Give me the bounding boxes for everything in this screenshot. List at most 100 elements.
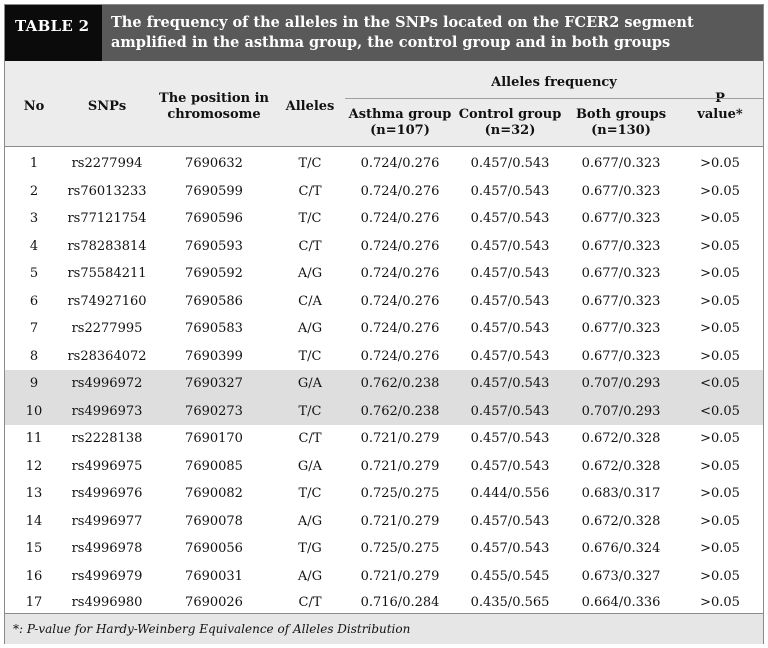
header-asthma-line1: Asthma group xyxy=(348,107,452,122)
cell-no: 1 xyxy=(29,156,39,172)
table-row: 14 rs4996977 7690078 A/G 0.721/0.279 0.457/0.… xyxy=(5,508,763,536)
cell-position: 7690632 xyxy=(185,156,243,172)
cell-asthma: 0.762/0.238 xyxy=(360,403,440,419)
cell-alleles: G/A xyxy=(297,376,323,392)
cell-position: 7690273 xyxy=(185,403,243,419)
header-divider xyxy=(5,146,763,147)
cell-snp: rs28364072 xyxy=(67,348,147,364)
cell-p-value: <0.05 xyxy=(700,403,740,419)
cell-snp: rs75584211 xyxy=(67,266,147,282)
header-position: The position in chromosome xyxy=(151,91,277,123)
cell-alleles: C/T xyxy=(298,238,322,254)
table-body: 1 rs2277994 7690632 T/C 0.724/0.276 0.457/0.5… xyxy=(5,150,763,614)
cell-no: 4 xyxy=(29,238,39,254)
cell-control: 0.457/0.543 xyxy=(470,321,550,337)
cell-asthma: 0.725/0.275 xyxy=(360,486,440,502)
cell-control: 0.457/0.543 xyxy=(470,513,550,529)
cell-both: 0.672/0.328 xyxy=(581,431,661,447)
cell-no: 14 xyxy=(25,513,43,529)
table-frame: TABLE 2 The frequency of the alleles in … xyxy=(4,4,764,644)
cell-no: 12 xyxy=(25,458,43,474)
cell-p-value: >0.05 xyxy=(700,568,740,584)
cell-control: 0.455/0.545 xyxy=(470,568,550,584)
cell-asthma: 0.721/0.279 xyxy=(360,568,440,584)
cell-control: 0.457/0.543 xyxy=(470,293,550,309)
table-row: 15 rs4996978 7690056 T/G 0.725/0.275 0.457/0.… xyxy=(5,535,763,563)
cell-alleles: C/T xyxy=(298,431,322,447)
cell-asthma: 0.724/0.276 xyxy=(360,293,440,309)
cell-position: 7690085 xyxy=(185,458,243,474)
cell-asthma: 0.721/0.279 xyxy=(360,458,440,474)
cell-p-value: >0.05 xyxy=(700,594,740,610)
cell-asthma: 0.724/0.276 xyxy=(360,156,440,172)
cell-p-value: <0.05 xyxy=(700,376,740,392)
cell-snp: rs2228138 xyxy=(71,431,143,447)
cell-no: 2 xyxy=(29,183,39,199)
cell-alleles: C/T xyxy=(298,183,322,199)
table-row: 16 rs4996979 7690031 A/G 0.721/0.279 0.455/0.… xyxy=(5,563,763,591)
cell-no: 10 xyxy=(25,403,43,419)
cell-alleles: T/C xyxy=(298,156,322,172)
table-row: 3 rs77121754 7690596 T/C 0.724/0.276 0.457/0.… xyxy=(5,205,763,233)
cell-p-value: >0.05 xyxy=(700,321,740,337)
cell-no: 6 xyxy=(29,293,39,309)
cell-snp: rs4996975 xyxy=(71,458,143,474)
cell-position: 7690586 xyxy=(185,293,243,309)
table-row: 2 rs76013233 7690599 C/T 0.724/0.276 0.457/0.… xyxy=(5,178,763,206)
cell-p-value: >0.05 xyxy=(700,211,740,227)
cell-snp: rs77121754 xyxy=(67,211,147,227)
cell-alleles: T/C xyxy=(298,403,322,419)
header-p-line2: value* xyxy=(697,107,743,122)
cell-no: 7 xyxy=(29,321,39,337)
cell-asthma: 0.716/0.284 xyxy=(360,594,440,610)
table-title-bar: TABLE 2 The frequency of the alleles in … xyxy=(5,5,763,61)
cell-alleles: A/G xyxy=(297,568,323,584)
header-asthma-line2: (n=107) xyxy=(370,123,430,138)
cell-position: 7690583 xyxy=(185,321,243,337)
cell-alleles: T/C xyxy=(298,348,322,364)
cell-control: 0.457/0.543 xyxy=(470,376,550,392)
cell-no: 11 xyxy=(25,431,43,447)
cell-control: 0.457/0.543 xyxy=(470,156,550,172)
cell-control: 0.444/0.556 xyxy=(470,486,550,502)
cell-control: 0.457/0.543 xyxy=(470,183,550,199)
cell-both: 0.683/0.317 xyxy=(581,486,661,502)
cell-alleles: A/G xyxy=(297,513,323,529)
cell-alleles: C/T xyxy=(298,594,322,610)
cell-both: 0.677/0.323 xyxy=(581,183,661,199)
cell-alleles: A/G xyxy=(297,321,323,337)
cell-both: 0.672/0.328 xyxy=(581,513,661,529)
cell-no: 9 xyxy=(29,376,39,392)
header-both-groups: Both groups (n=130) xyxy=(565,107,677,139)
cell-control: 0.457/0.543 xyxy=(470,266,550,282)
cell-control: 0.435/0.565 xyxy=(470,594,550,610)
header-no: No xyxy=(23,99,45,114)
header-asthma-group: Asthma group (n=107) xyxy=(345,107,455,139)
cell-asthma: 0.724/0.276 xyxy=(360,211,440,227)
cell-p-value: >0.05 xyxy=(700,431,740,447)
cell-both: 0.664/0.336 xyxy=(581,594,661,610)
cell-both: 0.672/0.328 xyxy=(581,458,661,474)
header-p-line1: P xyxy=(715,91,725,106)
cell-control: 0.457/0.543 xyxy=(470,238,550,254)
cell-alleles: C/A xyxy=(298,293,322,309)
cell-no: 13 xyxy=(25,486,43,502)
cell-both: 0.677/0.323 xyxy=(581,211,661,227)
table-row: 11 rs2228138 7690170 C/T 0.721/0.279 0.457/0.… xyxy=(5,425,763,453)
table-row: 12 rs4996975 7690085 G/A 0.721/0.279 0.457/0.… xyxy=(5,453,763,481)
cell-snp: rs4996972 xyxy=(71,376,143,392)
cell-control: 0.457/0.543 xyxy=(470,403,550,419)
table-row: 1 rs2277994 7690632 T/C 0.724/0.276 0.457/0.5… xyxy=(5,150,763,178)
header-both-line2: (n=130) xyxy=(591,123,651,138)
cell-both: 0.707/0.293 xyxy=(581,403,661,419)
cell-control: 0.457/0.543 xyxy=(470,541,550,557)
table-row: 6 rs74927160 7690586 C/A 0.724/0.276 0.457/0.… xyxy=(5,288,763,316)
table-row: 9 rs4996972 7690327 G/A 0.762/0.238 0.457/0.5… xyxy=(5,370,763,398)
table-title: The frequency of the alleles in the SNPs… xyxy=(102,5,763,61)
cell-p-value: >0.05 xyxy=(700,348,740,364)
cell-asthma: 0.762/0.238 xyxy=(360,376,440,392)
cell-snp: rs4996979 xyxy=(71,568,143,584)
table-row: 17 rs4996980 7690026 C/T 0.716/0.284 0.435/0.… xyxy=(5,590,763,614)
cell-snp: rs76013233 xyxy=(67,183,147,199)
cell-snp: rs2277995 xyxy=(71,321,143,337)
